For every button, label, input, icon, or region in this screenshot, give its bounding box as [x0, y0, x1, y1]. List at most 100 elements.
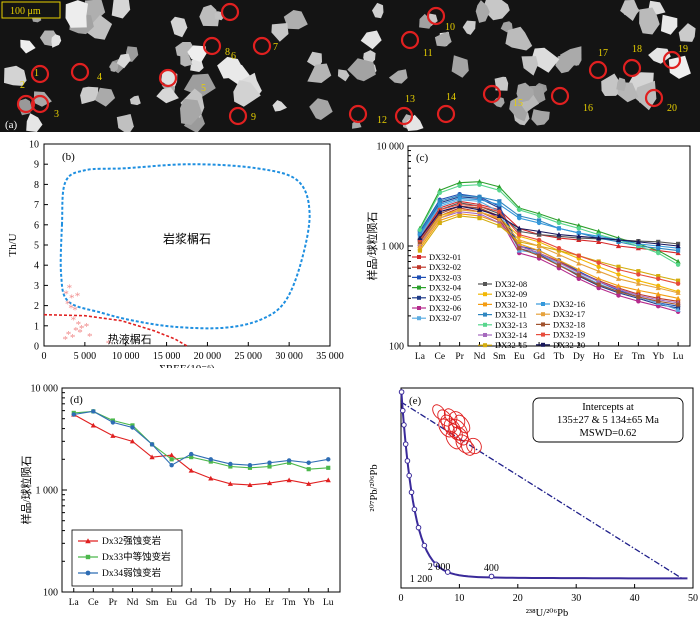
data-point [227, 481, 233, 486]
data-point [326, 457, 331, 462]
data-point [71, 412, 76, 417]
data-point: * [69, 293, 75, 305]
data-point: * [70, 332, 76, 344]
data-point [247, 482, 253, 488]
magmatic-label: 岩浆榍石 [163, 231, 211, 246]
x-tick-label: 10 000 [112, 351, 140, 362]
legend-label: DX32-19 [553, 330, 585, 340]
data-point [228, 464, 233, 469]
data-point [596, 282, 601, 287]
data-point [247, 465, 253, 470]
analysis-spot [202, 36, 222, 56]
intercept-text: MSWD=0.62 [580, 428, 637, 439]
y-tick-label: 9 [34, 160, 39, 171]
data-point [615, 243, 622, 249]
x-tick-label: Gd [185, 598, 197, 608]
x-tick-label: Nd [474, 352, 486, 362]
x-tick-label: 15 000 [153, 351, 181, 362]
legend-marker [483, 312, 487, 317]
analysis-spot [436, 104, 456, 124]
x-tick-label: 30 [571, 593, 581, 604]
data-point [616, 267, 621, 272]
data-point [417, 243, 423, 249]
data-point: * [62, 334, 68, 346]
spot-number: 5 [201, 83, 206, 94]
mineral-grain [434, 31, 452, 47]
data-ellipse [448, 411, 466, 429]
data-point [576, 267, 582, 272]
concordia-age-marker [411, 506, 418, 513]
mineral-grain [217, 56, 246, 79]
data-point [476, 179, 483, 184]
legend-marker [85, 570, 91, 576]
mineral-grain [530, 47, 560, 73]
data-point: * [84, 321, 90, 333]
mineral-grain [233, 80, 261, 107]
data-point [536, 220, 542, 226]
spot-number: 2 [20, 80, 25, 91]
data-point [675, 250, 681, 256]
analysis-spot [220, 2, 240, 22]
mineral-grain [347, 58, 376, 82]
data-point [208, 459, 213, 464]
data-point [556, 220, 562, 226]
legend-marker [417, 285, 421, 290]
x-tick-label: 40 [630, 593, 640, 604]
concordia-age-marker [444, 569, 451, 575]
mineral-grain [601, 73, 623, 96]
legend-marker [483, 333, 487, 337]
y-tick-label: 2 [34, 301, 39, 312]
x-tick-label: Dy [573, 352, 585, 362]
data-point [457, 213, 462, 218]
legend-marker [417, 316, 421, 321]
data-point [497, 188, 502, 193]
y-tick-label: 7 [34, 200, 39, 211]
x-tick-label: 35 000 [316, 351, 344, 362]
spot-number: 20 [667, 103, 677, 114]
mineral-grain [51, 34, 62, 48]
mineral-grain [283, 10, 308, 30]
data-point [169, 452, 175, 458]
mineral-grain [516, 82, 534, 103]
x-tick-label: Ho [244, 598, 256, 608]
legend-label: DX32-06 [429, 303, 461, 313]
data-point [457, 183, 462, 189]
data-point [656, 276, 661, 282]
data-point [576, 233, 582, 239]
data-point [675, 290, 681, 295]
legend-label: DX32-02 [429, 262, 461, 272]
legend-marker [483, 343, 487, 348]
mineral-grain [388, 69, 408, 84]
data-point [457, 207, 463, 212]
data-point [616, 289, 621, 294]
data-point [497, 205, 502, 211]
series-line [419, 209, 679, 294]
data-point [417, 227, 423, 233]
x-tick-label: Ho [593, 352, 605, 362]
analysis-spot [30, 64, 50, 84]
data-point: * [75, 291, 81, 303]
data-ellipse [445, 430, 462, 450]
data-point [437, 202, 442, 207]
spot-number: 4 [97, 72, 102, 83]
mineral-grain [26, 113, 43, 132]
data-point [615, 276, 622, 281]
mineral-grain [678, 23, 696, 42]
data-ellipse [454, 414, 471, 434]
analysis-spot [30, 94, 50, 114]
x-tick-label: 0 [399, 593, 404, 604]
data-ellipse [448, 418, 468, 442]
data-point [497, 202, 502, 207]
x-tick-label: Yb [303, 598, 315, 608]
data-point [615, 283, 622, 288]
spot-number: 14 [446, 92, 456, 103]
mineral-grain [505, 26, 533, 51]
data-point [457, 203, 463, 209]
panel-label-e: (e) [409, 395, 422, 407]
data-point [536, 218, 542, 223]
legend-label: DX32-11 [495, 310, 527, 320]
y-tick-label: 5 [34, 241, 39, 252]
mineral-grain [170, 16, 188, 38]
legend-label: DX32-10 [495, 299, 527, 309]
spot-number: 10 [445, 22, 455, 33]
